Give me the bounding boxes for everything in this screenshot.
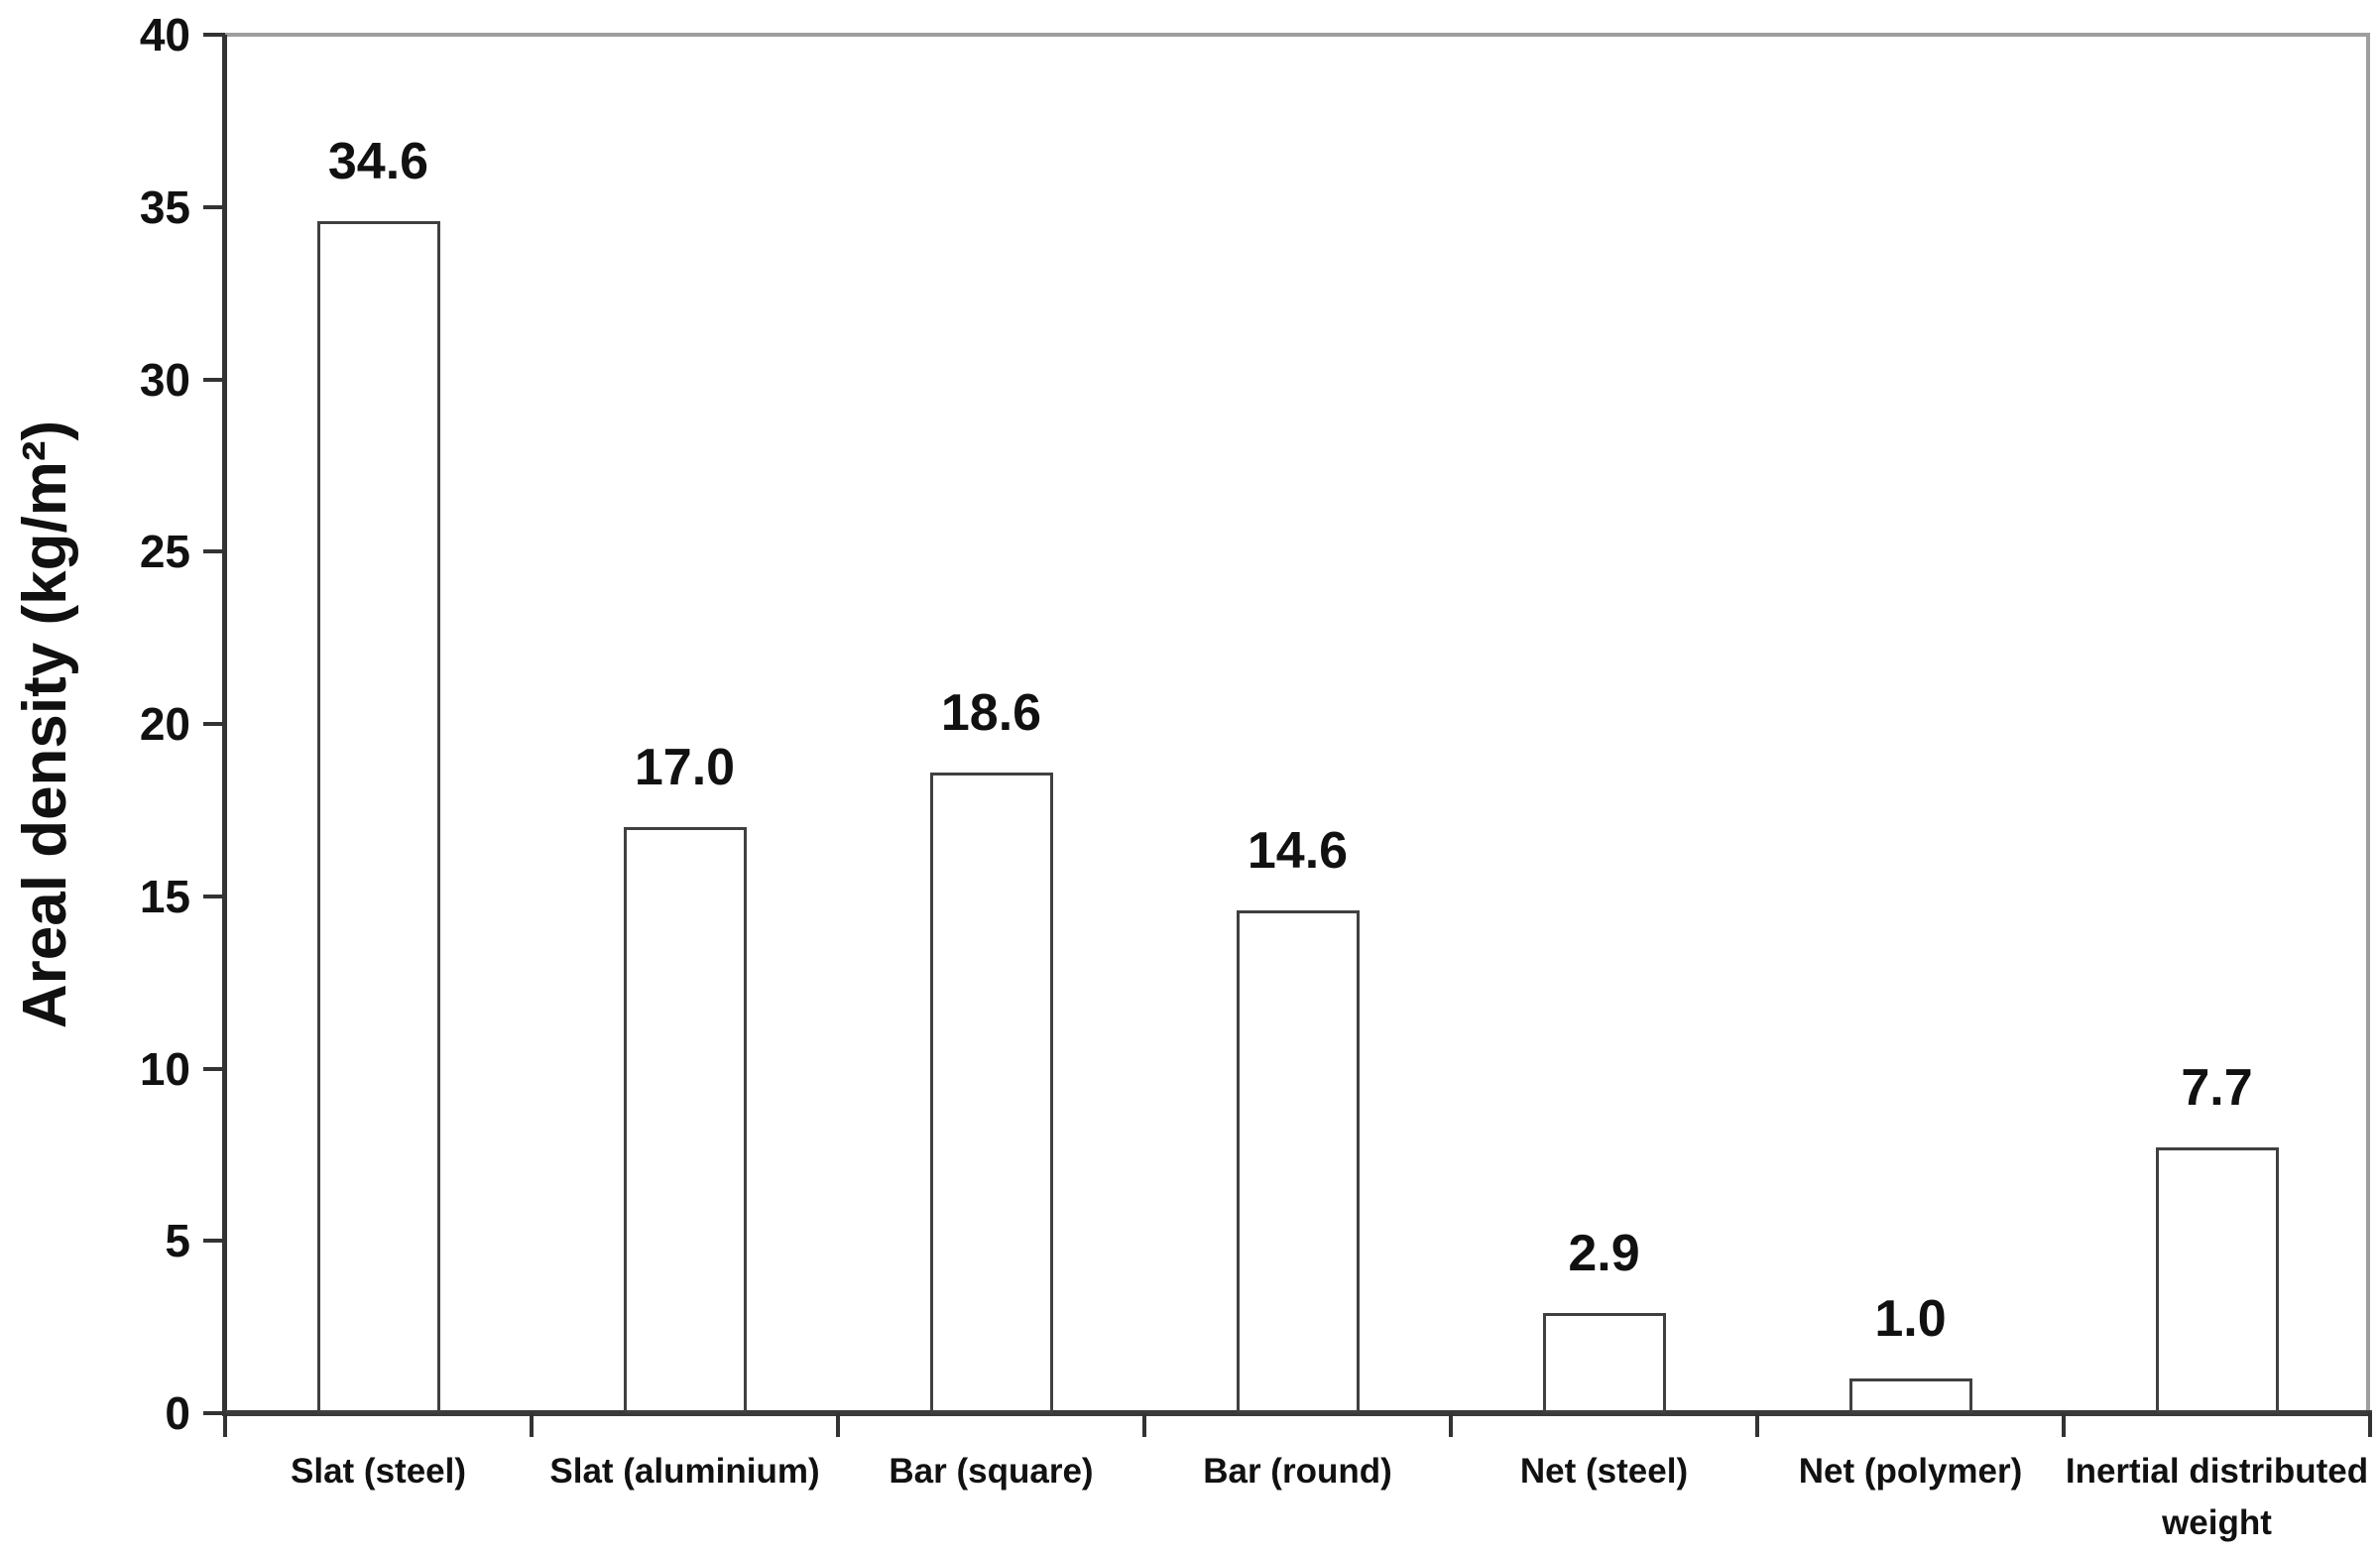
y-tick (203, 1066, 225, 1071)
x-category-label: Bar (round) (1203, 1452, 1392, 1491)
bar (1848, 1378, 1972, 1413)
bar (1236, 909, 1360, 1413)
x-category-label: Net (polymer) (1798, 1452, 2023, 1491)
y-tick-label: 15 (139, 870, 190, 922)
x-tick (1449, 1413, 1453, 1437)
y-tick (203, 722, 225, 726)
bar (2155, 1147, 2279, 1413)
bar-value-label: 7.7 (2181, 1059, 2253, 1118)
x-tick (223, 1413, 227, 1437)
bar (929, 772, 1053, 1413)
bar-value-label: 34.6 (327, 132, 429, 190)
x-tick (530, 1413, 534, 1437)
x-tick (2062, 1413, 2066, 1437)
y-tick (203, 894, 225, 898)
y-tick (203, 549, 225, 554)
x-tick (1142, 1413, 1146, 1437)
bar-value-label: 2.9 (1568, 1225, 1640, 1283)
y-tick-label: 40 (139, 9, 190, 60)
bar (316, 220, 440, 1413)
x-category-label: Bar (square) (889, 1452, 1094, 1491)
bar (623, 827, 747, 1413)
plot-top-border (225, 33, 2370, 37)
y-tick-label: 35 (139, 180, 190, 233)
bar (1542, 1313, 1666, 1413)
x-tick (2368, 1413, 2372, 1437)
x-category-label: Inertial distributed weight (2065, 1452, 2369, 1542)
y-tick-label: 25 (139, 526, 190, 578)
bar-value-label: 18.6 (940, 683, 1042, 742)
x-category-label: Net (steel) (1519, 1452, 1689, 1491)
bar-value-label: 1.0 (1874, 1290, 1947, 1349)
y-tick (203, 377, 225, 382)
x-category-label: Slat (steel) (291, 1452, 466, 1491)
y-tick-label: 10 (139, 1042, 190, 1095)
y-tick-label: 5 (165, 1215, 190, 1267)
y-tick (203, 204, 225, 209)
x-tick (1755, 1413, 1759, 1437)
y-tick-label: 20 (139, 698, 190, 750)
x-axis-line (222, 1410, 2372, 1416)
x-category-label: Slat (aluminium) (549, 1452, 820, 1491)
y-tick-label: 30 (139, 353, 190, 406)
y-tick (203, 33, 225, 37)
plot-right-border (2366, 33, 2370, 1414)
y-tick-label: 0 (165, 1387, 190, 1439)
bar-value-label: 17.0 (634, 739, 736, 797)
y-tick (203, 1411, 225, 1415)
bar-value-label: 14.6 (1247, 821, 1349, 880)
y-tick (203, 1239, 225, 1244)
x-tick (836, 1413, 840, 1437)
